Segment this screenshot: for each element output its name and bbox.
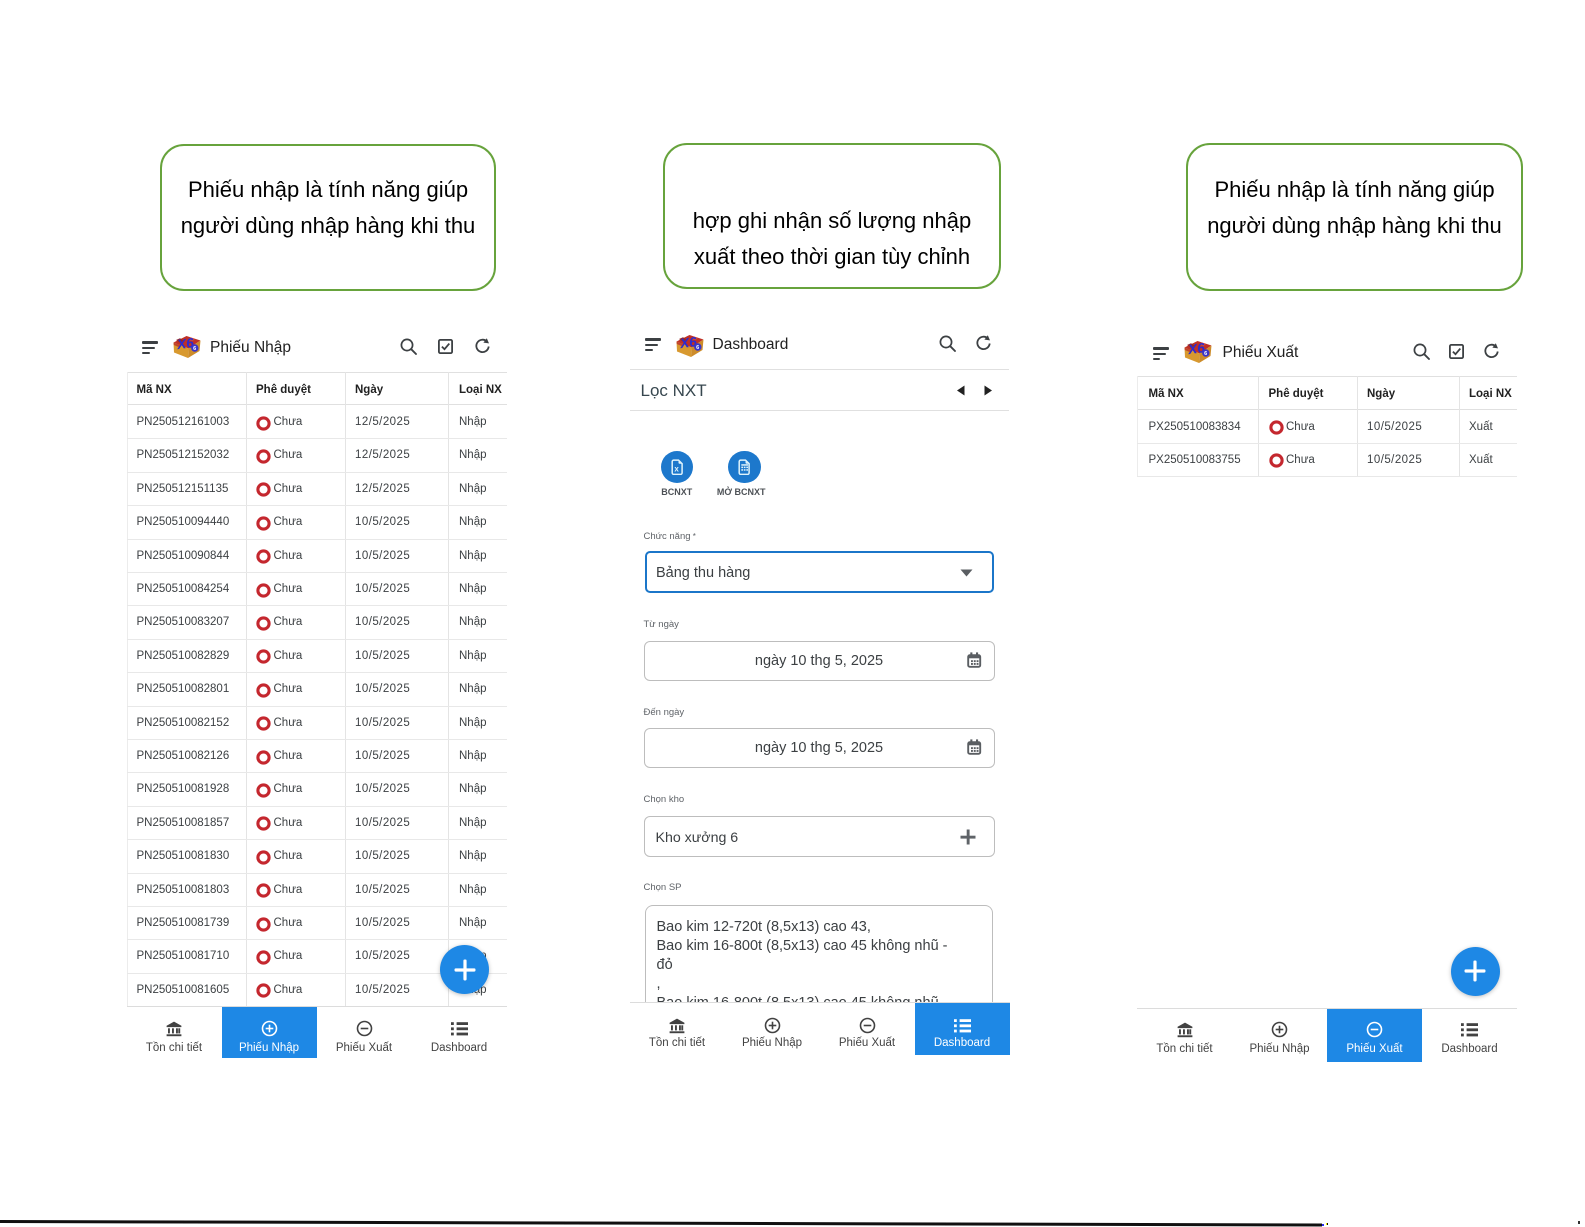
svg-text:6: 6 <box>1204 351 1207 357</box>
svg-text:6: 6 <box>696 345 699 351</box>
svg-text:6: 6 <box>193 346 196 352</box>
svg-text:X6: X6 <box>1186 340 1206 357</box>
svg-text:X6: X6 <box>678 334 698 351</box>
svg-text:X6: X6 <box>175 335 195 352</box>
svg-text:x: x <box>674 465 679 474</box>
